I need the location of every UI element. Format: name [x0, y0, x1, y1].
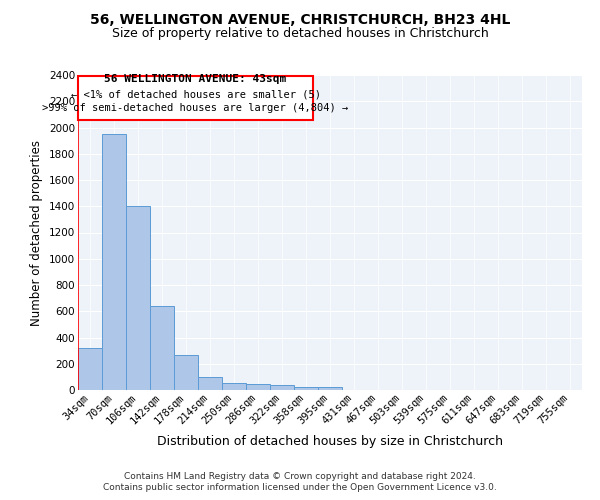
Y-axis label: Number of detached properties: Number of detached properties — [31, 140, 43, 326]
Bar — [150, 306, 174, 390]
Text: Size of property relative to detached houses in Christchurch: Size of property relative to detached ho… — [112, 28, 488, 40]
Text: 56, WELLINGTON AVENUE, CHRISTCHURCH, BH23 4HL: 56, WELLINGTON AVENUE, CHRISTCHURCH, BH2… — [90, 12, 510, 26]
Text: Contains public sector information licensed under the Open Government Licence v3: Contains public sector information licen… — [103, 484, 497, 492]
Bar — [174, 354, 198, 390]
X-axis label: Distribution of detached houses by size in Christchurch: Distribution of detached houses by size … — [157, 434, 503, 448]
Text: Contains HM Land Registry data © Crown copyright and database right 2024.: Contains HM Land Registry data © Crown c… — [124, 472, 476, 481]
Bar — [222, 384, 246, 390]
Bar — [78, 348, 102, 390]
Bar — [102, 134, 126, 390]
Bar — [246, 384, 270, 390]
Text: ← <1% of detached houses are smaller (5): ← <1% of detached houses are smaller (5) — [71, 89, 320, 99]
Bar — [294, 386, 318, 390]
Bar — [198, 377, 222, 390]
Bar — [318, 388, 342, 390]
Bar — [270, 386, 294, 390]
Text: 56 WELLINGTON AVENUE: 43sqm: 56 WELLINGTON AVENUE: 43sqm — [104, 74, 287, 84]
Text: >99% of semi-detached houses are larger (4,804) →: >99% of semi-detached houses are larger … — [43, 104, 349, 114]
FancyBboxPatch shape — [78, 76, 313, 120]
Bar — [126, 206, 150, 390]
